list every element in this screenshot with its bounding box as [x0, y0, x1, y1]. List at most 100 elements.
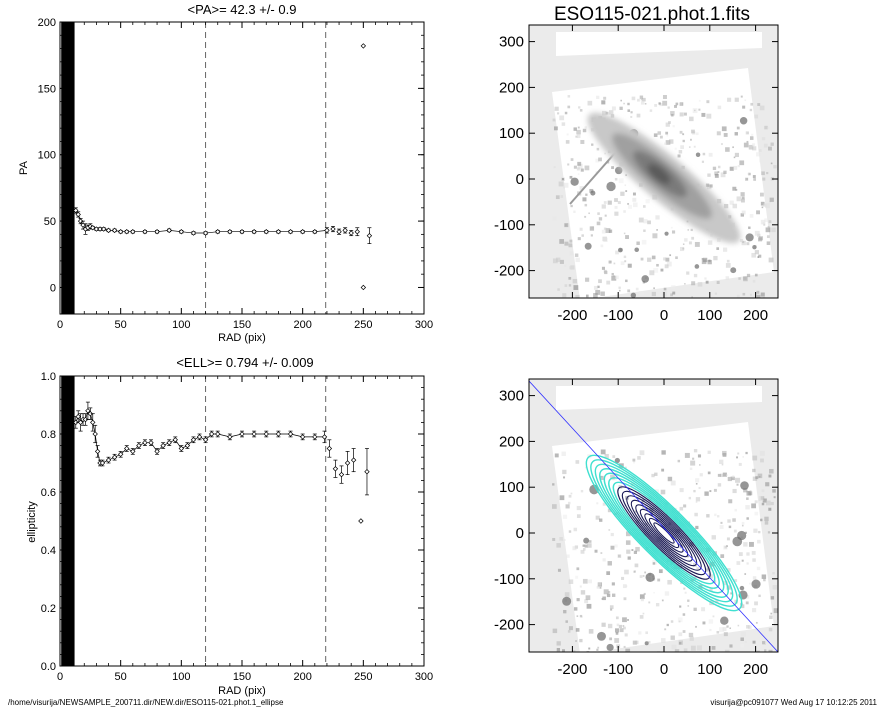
noise-pixel [636, 113, 641, 118]
noise-pixel [772, 654, 776, 658]
noise-pixel [582, 548, 586, 551]
noise-pixel [649, 270, 655, 276]
noise-pixel [633, 550, 638, 554]
noise-pixel [773, 579, 777, 583]
noise-pixel [713, 255, 718, 261]
noise-pixel [576, 505, 581, 511]
noise-pixel [693, 607, 697, 611]
pa-profile-plot: <PA>= 42.3 +/- 0.9 0 50 100 150 200 250 300 0 50… [18, 2, 433, 344]
noise-pixel [617, 201, 621, 205]
noise-pixel [554, 453, 559, 458]
noise-pixel [632, 192, 636, 196]
noise-pixel [623, 255, 627, 259]
noise-pixel [695, 478, 700, 483]
noise-pixel [726, 259, 730, 263]
noise-pixel [714, 171, 719, 176]
noise-pixel [758, 530, 761, 534]
noise-pixel [603, 96, 607, 100]
inner-region-band [61, 376, 75, 666]
noise-pixel [764, 125, 768, 130]
image-frame [528, 24, 779, 299]
noise-pixel [689, 116, 694, 122]
data-point [227, 229, 233, 235]
noise-pixel [767, 531, 771, 534]
noise-pixel [607, 200, 612, 205]
noise-pixel [577, 161, 582, 166]
noise-pixel [628, 654, 631, 657]
data-point [275, 229, 282, 235]
noise-pixel [565, 620, 568, 623]
noise-pixel [693, 145, 696, 148]
noise-pixel [731, 476, 735, 481]
data-point [251, 431, 257, 437]
noise-pixel [694, 241, 700, 247]
isophote-ellipse [585, 454, 743, 612]
noise-pixel [631, 96, 636, 101]
noise-pixel [579, 186, 584, 191]
noise-pixel [741, 524, 744, 527]
noise-pixel [611, 275, 617, 281]
noise-pixel [759, 450, 765, 456]
noise-pixel [722, 450, 727, 456]
noise-pixel [698, 108, 701, 111]
x-tick-label: 250 [354, 319, 372, 331]
noise-pixel [588, 629, 594, 634]
y-tick-label: 0.2 [41, 603, 56, 615]
noise-pixel [691, 129, 695, 134]
x-tick-label: 200 [293, 319, 311, 331]
noise-pixel [570, 265, 575, 270]
noise-pixel [684, 283, 686, 285]
noise-pixel [690, 228, 693, 232]
data-point [82, 416, 89, 423]
noise-pixel [770, 142, 774, 146]
noise-pixel [741, 521, 745, 525]
noise-pixel [766, 241, 771, 245]
noise-pixel [563, 539, 566, 541]
noise-pixel [686, 310, 691, 315]
noise-pixel [740, 604, 745, 609]
noise-pixel [754, 500, 758, 504]
noise-pixel [722, 247, 728, 252]
noise-pixel [608, 110, 614, 115]
noise-pixel [752, 476, 758, 481]
noise-pixel [749, 293, 752, 296]
ell-plot-frame [59, 375, 425, 667]
noise-pixel [576, 567, 580, 571]
noise-pixel [585, 277, 590, 282]
noise-pixel [644, 102, 647, 105]
image-y-tick-label: 100 [499, 125, 524, 142]
noise-pixel [630, 111, 633, 114]
noise-pixel [585, 595, 591, 601]
noise-pixel [668, 139, 674, 144]
noise-pixel [565, 504, 570, 509]
noise-pixel [601, 229, 606, 234]
noise-pixel [653, 591, 655, 594]
data-point [190, 230, 197, 236]
noise-pixel [569, 239, 573, 243]
noise-pixel [604, 214, 607, 217]
noise-pixel [568, 626, 573, 631]
noise-pixel [563, 476, 566, 479]
noise-pixel [664, 628, 667, 631]
noise-pixel [682, 613, 686, 616]
isophote-ellipse [644, 513, 684, 553]
noise-pixel [582, 544, 585, 547]
noise-pixel [737, 624, 740, 627]
noise-pixel [610, 545, 615, 550]
noise-pixel [707, 173, 711, 177]
noise-pixel [756, 566, 761, 571]
noise-pixel [712, 615, 715, 618]
noise-pixel [659, 103, 663, 107]
noise-pixel [732, 664, 736, 668]
noise-pixel [576, 167, 580, 171]
noise-pixel [669, 254, 672, 257]
noise-pixel [575, 257, 580, 263]
noise-pixel [557, 288, 560, 291]
noise-pixel [759, 192, 764, 197]
noise-pixel [598, 157, 602, 162]
star [752, 244, 757, 250]
noise-pixel [752, 455, 758, 461]
noise-pixel [565, 140, 570, 144]
data-point [364, 469, 370, 475]
noise-pixel [741, 559, 744, 562]
